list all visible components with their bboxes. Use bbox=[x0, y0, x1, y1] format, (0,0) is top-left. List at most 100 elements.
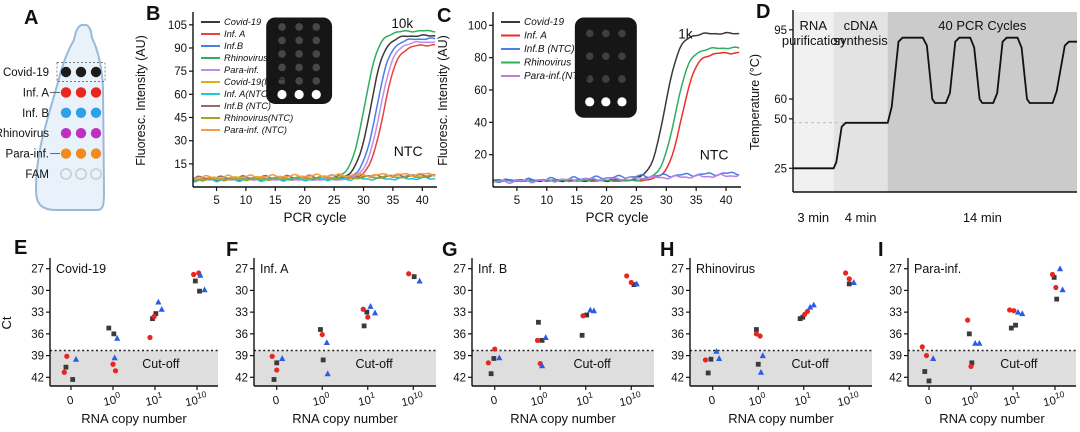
x-tick-label: 10 bbox=[240, 195, 253, 207]
series-triangle bbox=[496, 280, 640, 369]
panel-b-chart: 5 10 15 20 25 30 35 40 15 30 45 60 75 90 105 PCR cycle F… bbox=[134, 12, 437, 225]
series-triangle bbox=[713, 279, 857, 375]
region-1 bbox=[833, 12, 888, 192]
y-tick-label: 39 bbox=[889, 351, 902, 363]
cutoff-region bbox=[690, 350, 872, 386]
y-tick-label: 27 bbox=[31, 264, 44, 276]
panel-f-scatter-infA: Cut-off 27 30 33 36 39 42 0 100 101 1010 RNA copy n… bbox=[222, 250, 440, 432]
x-tick-label: 0 bbox=[272, 395, 281, 408]
x-axis-label: RNA copy number bbox=[81, 411, 187, 426]
y-tick-label: 30 bbox=[235, 285, 248, 297]
x-tick-label: 5 bbox=[514, 195, 520, 207]
y-tick-label: 42 bbox=[31, 372, 44, 384]
region-label-1: cDNA synthesis bbox=[834, 18, 889, 48]
y-axis-label: Fluoresc. Intensity (AU) bbox=[134, 35, 148, 166]
legend-label: Inf. A bbox=[224, 29, 245, 39]
y-tick-label: 39 bbox=[671, 351, 684, 363]
x-tick-label: 35 bbox=[387, 195, 400, 207]
panel-e-chart: Cut-off 27 30 33 36 39 42 0 100 101 1010 RNA copy n… bbox=[0, 258, 218, 426]
y-tick-label: 30 bbox=[174, 136, 187, 148]
panel-i-scatter-parainf: Cut-off 27 30 33 36 39 42 0 100 101 1010 RNA copy n… bbox=[876, 250, 1080, 432]
cutoff-label: Cut-off bbox=[573, 357, 611, 371]
y-tick-label: 33 bbox=[31, 307, 44, 319]
cutoff-region bbox=[908, 350, 1076, 386]
legend-label: Para-inf.(NTC) bbox=[524, 71, 589, 82]
x-tick-label: 100 bbox=[960, 389, 981, 408]
x-tick-label: 40 bbox=[720, 195, 733, 207]
y-tick-label: 30 bbox=[671, 285, 684, 297]
legend: Covid-19 Inf. A Inf.B Rhinovirus Para-inf. Co… bbox=[201, 17, 293, 135]
region-label-0: RNA purification bbox=[782, 18, 845, 48]
series-triangle bbox=[72, 271, 208, 362]
annotation-NTC: NTC bbox=[700, 147, 729, 163]
cutoff-label: Cut-off bbox=[791, 357, 829, 371]
y-tick-label: 27 bbox=[671, 264, 684, 276]
spot-Rhinovirus bbox=[75, 128, 87, 139]
spot-Covid-19 bbox=[90, 66, 102, 78]
virus-label: Inf. B bbox=[478, 262, 507, 276]
x-tick-label: 30 bbox=[660, 195, 673, 207]
series-triangle bbox=[930, 265, 1066, 361]
legend-label: Rhinovirus(NTC) bbox=[224, 113, 293, 123]
region-label-2: 40 PCR Cycles bbox=[938, 18, 1027, 33]
x-axis-label: RNA copy number bbox=[292, 411, 398, 426]
y-axis-label: Fluoresc. Intensity (AU) bbox=[436, 35, 450, 166]
x-axis-label: RNA copy number bbox=[939, 411, 1045, 426]
panel-a-letter: A bbox=[24, 7, 39, 29]
series-circle bbox=[702, 270, 852, 363]
legend-label: Para-inf. bbox=[224, 65, 259, 75]
spot-FAM bbox=[75, 168, 87, 180]
legend-label: Inf.B (NTC) bbox=[524, 44, 575, 55]
spot-FAM bbox=[90, 168, 102, 180]
y-axis-label: Temperature (°C) bbox=[748, 54, 762, 150]
y-tick-label: 25 bbox=[774, 163, 787, 175]
cutoff-label: Cut-off bbox=[1000, 357, 1038, 371]
x-tick-label: 1010 bbox=[183, 389, 208, 409]
y-tick-label: 60 bbox=[474, 85, 487, 97]
y-tick-label: 27 bbox=[235, 264, 248, 276]
y-tick-label: 30 bbox=[453, 285, 466, 297]
x-tick-label: 5 bbox=[213, 195, 219, 207]
y-tick-label: 27 bbox=[453, 264, 466, 276]
inset-chip-photo bbox=[574, 17, 637, 118]
panel-e-scatter-covid19: Cut-off 27 30 33 36 39 42 0 100 101 1010 RNA copy n… bbox=[0, 250, 222, 432]
chip-row-label: FAM bbox=[25, 169, 49, 181]
temperature-trace bbox=[793, 36, 1077, 170]
panel-h-letter: H bbox=[660, 239, 675, 261]
series-triangle bbox=[279, 277, 423, 377]
y-tick-label: 42 bbox=[453, 372, 466, 384]
cutoff-label: Cut-off bbox=[142, 357, 180, 371]
x-tick-label: 25 bbox=[630, 195, 643, 207]
y-tick-label: 30 bbox=[889, 285, 902, 297]
virus-label: Covid-19 bbox=[56, 262, 106, 276]
y-tick-label: 60 bbox=[774, 94, 787, 106]
x-tick-label: 100 bbox=[102, 389, 123, 408]
legend-label: Inf.B bbox=[224, 41, 243, 51]
panel-i-letter: I bbox=[878, 239, 884, 261]
series-square bbox=[271, 274, 417, 382]
y-tick-label: 95 bbox=[774, 25, 787, 37]
spot-Rhinovirus bbox=[60, 128, 72, 139]
legend-label: Covid-19 bbox=[224, 17, 261, 27]
series-circle bbox=[269, 271, 412, 373]
chip-body bbox=[34, 23, 106, 211]
x-tick-label: 0 bbox=[708, 395, 717, 408]
spot-Inf. B bbox=[60, 107, 72, 119]
x-axis-label: PCR cycle bbox=[283, 210, 346, 225]
cutoff-label: Cut-off bbox=[355, 357, 393, 371]
y-tick-label: 27 bbox=[889, 264, 902, 276]
x-tick-label: 100 bbox=[529, 389, 550, 408]
series-square bbox=[488, 282, 637, 377]
annotation-NTC: NTC bbox=[394, 143, 423, 159]
y-tick-label: 33 bbox=[453, 307, 466, 319]
cutoff-region bbox=[254, 350, 436, 386]
legend-label: Covid-19 bbox=[524, 17, 564, 28]
legend: Covid-19 Inf. A Inf.B (NTC) Rhinovirus Para-… bbox=[501, 17, 589, 82]
panel-g-scatter-infB: Cut-off 27 30 33 36 39 42 0 100 101 1010 RNA copy n… bbox=[440, 250, 658, 432]
series-square bbox=[922, 274, 1060, 384]
x-tick-label: 30 bbox=[357, 195, 370, 207]
spot-Inf. A bbox=[60, 87, 72, 98]
y-tick-label: 36 bbox=[235, 329, 248, 341]
y-tick-label: 30 bbox=[31, 285, 44, 297]
